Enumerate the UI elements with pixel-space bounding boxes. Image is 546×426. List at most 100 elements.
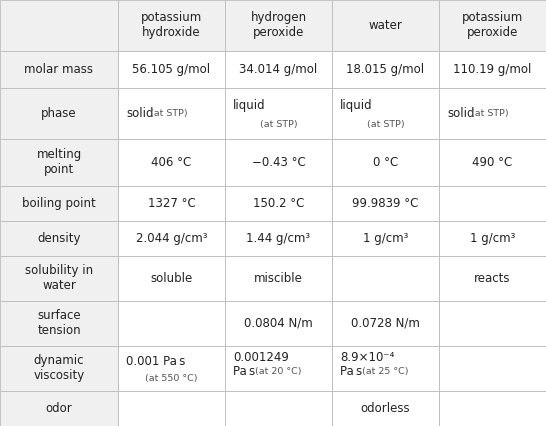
Bar — [332, 346, 439, 391]
Text: (at STP): (at STP) — [150, 109, 188, 118]
Text: phase: phase — [41, 107, 77, 120]
Text: Pa s: Pa s — [233, 366, 255, 378]
Text: odorless: odorless — [361, 402, 410, 415]
Text: 1 g/cm³: 1 g/cm³ — [363, 232, 408, 245]
Bar — [332, 221, 439, 256]
Bar — [0, 301, 118, 346]
Text: 1 g/cm³: 1 g/cm³ — [470, 232, 515, 245]
Bar — [225, 51, 332, 88]
Text: solubility in
water: solubility in water — [25, 265, 93, 293]
Text: 1.44 g/cm³: 1.44 g/cm³ — [246, 232, 311, 245]
Text: water: water — [369, 19, 402, 32]
Bar — [0, 88, 118, 139]
Bar — [439, 51, 546, 88]
Bar — [332, 186, 439, 221]
Text: 56.105 g/mol: 56.105 g/mol — [133, 63, 211, 76]
Text: (at 20 °C): (at 20 °C) — [254, 368, 301, 377]
Bar — [0, 51, 118, 88]
Text: reacts: reacts — [474, 272, 511, 285]
Text: 0.001 Pa s: 0.001 Pa s — [126, 355, 186, 368]
Text: 2.044 g/cm³: 2.044 g/cm³ — [136, 232, 207, 245]
Text: 110.19 g/mol: 110.19 g/mol — [453, 63, 532, 76]
Bar — [225, 391, 332, 426]
Bar — [0, 256, 118, 301]
Bar — [118, 186, 225, 221]
Bar — [118, 51, 225, 88]
Bar — [118, 221, 225, 256]
Text: 0.001249: 0.001249 — [233, 351, 289, 364]
Bar — [225, 301, 332, 346]
Text: density: density — [37, 232, 81, 245]
Bar — [439, 88, 546, 139]
Bar — [118, 391, 225, 426]
Bar — [332, 139, 439, 186]
Bar — [118, 88, 225, 139]
Bar — [332, 88, 439, 139]
Bar — [439, 186, 546, 221]
Bar — [439, 139, 546, 186]
Bar — [118, 139, 225, 186]
Text: 34.014 g/mol: 34.014 g/mol — [239, 63, 318, 76]
Bar — [332, 256, 439, 301]
Bar — [0, 391, 118, 426]
Text: 8.9×10⁻⁴: 8.9×10⁻⁴ — [340, 351, 394, 364]
Text: (at STP): (at STP) — [471, 109, 509, 118]
Text: liquid: liquid — [233, 99, 265, 112]
Bar — [439, 346, 546, 391]
Bar — [225, 221, 332, 256]
Bar — [332, 0, 439, 51]
Text: solid: solid — [447, 107, 474, 120]
Text: 0.0728 N/m: 0.0728 N/m — [351, 317, 420, 330]
Bar — [225, 139, 332, 186]
Bar — [118, 346, 225, 391]
Text: (at 25 °C): (at 25 °C) — [361, 368, 408, 377]
Bar — [0, 186, 118, 221]
Text: miscible: miscible — [254, 272, 303, 285]
Text: potassium
peroxide: potassium peroxide — [462, 12, 523, 39]
Bar — [439, 391, 546, 426]
Bar — [225, 88, 332, 139]
Bar — [225, 256, 332, 301]
Text: 0.0804 N/m: 0.0804 N/m — [244, 317, 313, 330]
Text: (at 550 °C): (at 550 °C) — [145, 374, 198, 383]
Bar — [332, 391, 439, 426]
Text: potassium
hydroxide: potassium hydroxide — [141, 12, 202, 39]
Text: 99.9839 °C: 99.9839 °C — [352, 197, 419, 210]
Bar — [439, 256, 546, 301]
Text: (at STP): (at STP) — [260, 120, 298, 129]
Text: 150.2 °C: 150.2 °C — [253, 197, 304, 210]
Bar — [0, 346, 118, 391]
Text: solid: solid — [126, 107, 153, 120]
Bar — [332, 301, 439, 346]
Bar — [225, 0, 332, 51]
Bar — [0, 221, 118, 256]
Text: 490 °C: 490 °C — [472, 155, 513, 169]
Text: Pa s: Pa s — [340, 366, 362, 378]
Text: soluble: soluble — [150, 272, 193, 285]
Bar — [0, 139, 118, 186]
Text: 406 °C: 406 °C — [151, 155, 192, 169]
Text: liquid: liquid — [340, 99, 372, 112]
Text: molar mass: molar mass — [25, 63, 93, 76]
Text: hydrogen
peroxide: hydrogen peroxide — [251, 12, 306, 39]
Bar — [0, 0, 118, 51]
Text: 1327 °C: 1327 °C — [147, 197, 195, 210]
Text: melting
point: melting point — [37, 148, 81, 176]
Bar — [332, 51, 439, 88]
Text: boiling point: boiling point — [22, 197, 96, 210]
Bar — [225, 186, 332, 221]
Bar — [439, 0, 546, 51]
Text: (at STP): (at STP) — [367, 120, 404, 129]
Bar — [118, 256, 225, 301]
Bar — [439, 221, 546, 256]
Bar — [225, 346, 332, 391]
Bar — [118, 301, 225, 346]
Text: 0 °C: 0 °C — [373, 155, 398, 169]
Text: surface
tension: surface tension — [37, 309, 81, 337]
Text: −0.43 °C: −0.43 °C — [252, 155, 305, 169]
Bar — [439, 301, 546, 346]
Bar — [118, 0, 225, 51]
Text: dynamic
viscosity: dynamic viscosity — [33, 354, 85, 383]
Text: 18.015 g/mol: 18.015 g/mol — [347, 63, 425, 76]
Text: odor: odor — [46, 402, 73, 415]
